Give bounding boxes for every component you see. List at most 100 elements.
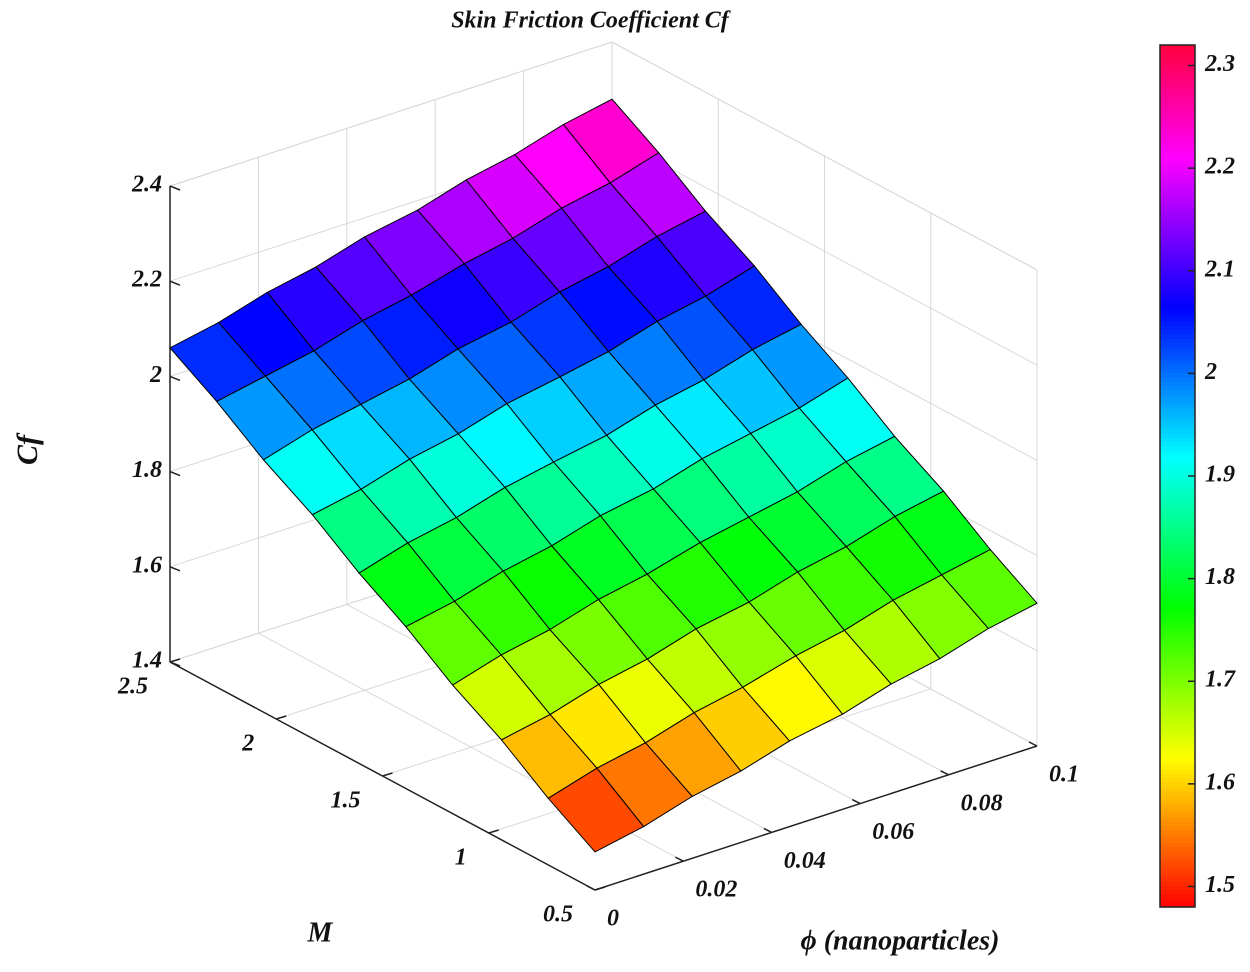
colorbar-segment: [1160, 855, 1195, 861]
colorbar-segment: [1160, 846, 1195, 852]
x-axis-label: ϕ (nanoparticles): [801, 925, 1000, 956]
colorbar-segment: [1160, 187, 1195, 193]
colorbar-tick-label: 1.8: [1205, 564, 1235, 590]
colorbar-segment: [1160, 687, 1195, 693]
colorbar-segment: [1160, 169, 1195, 175]
colorbar-segment: [1160, 648, 1195, 654]
colorbar-segment: [1160, 592, 1195, 598]
colorbar-segment: [1160, 217, 1195, 223]
colorbar-segment: [1160, 820, 1195, 826]
colorbar-segment: [1160, 575, 1195, 581]
colorbar-segment: [1160, 273, 1195, 279]
colorbar-segment: [1160, 790, 1195, 796]
colorbar-segment: [1160, 394, 1195, 400]
colorbar-segment: [1160, 251, 1195, 257]
colorbar-segment: [1160, 769, 1195, 774]
colorbar-segment: [1160, 376, 1195, 382]
colorbar-segment: [1160, 622, 1195, 628]
colorbar-segment: [1160, 131, 1195, 137]
colorbar-segment: [1160, 626, 1195, 632]
colorbar-segment: [1160, 544, 1195, 550]
colorbar-segment: [1160, 605, 1195, 611]
colorbar-segment: [1160, 53, 1195, 59]
x-tick: [1028, 741, 1038, 747]
box-edge: [611, 41, 1038, 271]
colorbar-segment: [1160, 49, 1195, 55]
colorbar-segment: [1160, 234, 1195, 240]
colorbar-segment: [1160, 368, 1195, 374]
z-tick: [169, 470, 181, 477]
colorbar-segment: [1160, 463, 1195, 468]
colorbar-segment: [1160, 372, 1195, 378]
colorbar-segment: [1160, 743, 1195, 749]
z-tick: [169, 280, 181, 286]
colorbar-segment: [1160, 200, 1195, 206]
colorbar-segment: [1160, 411, 1195, 417]
colorbar-segment: [1160, 62, 1195, 68]
colorbar-segment: [1160, 450, 1195, 456]
colorbar-segment: [1160, 786, 1195, 792]
colorbar-segment: [1160, 506, 1195, 512]
colorbar-segment: [1160, 876, 1195, 882]
colorbar-segment: [1160, 195, 1195, 201]
colorbar-tick-label: 1.5: [1205, 872, 1235, 898]
colorbar-segment: [1160, 385, 1195, 391]
y-tick-label: 2: [241, 731, 254, 757]
colorbar-segment: [1160, 208, 1195, 214]
colorbar-segment: [1160, 282, 1195, 287]
colorbar-segment: [1160, 669, 1195, 675]
colorbar-segment: [1160, 631, 1195, 637]
colorbar-segment: [1160, 661, 1195, 667]
colorbar-segment: [1160, 519, 1195, 525]
colorbar-tick-label: 2.1: [1204, 256, 1235, 282]
colorbar-tick-label: 1.6: [1205, 769, 1235, 795]
colorbar-segment: [1160, 838, 1195, 843]
colorbar-segment: [1160, 700, 1195, 706]
colorbar-segment: [1160, 738, 1195, 744]
colorbar-segment: [1160, 351, 1195, 356]
y-tick-label: 1.5: [331, 788, 361, 814]
colorbar-segment: [1160, 747, 1195, 753]
colorbar-segment: [1160, 579, 1195, 585]
colorbar-segment: [1160, 756, 1195, 762]
z-tick-label: 1.8: [132, 457, 162, 483]
colorbar-segment: [1160, 57, 1195, 63]
x-tick: [763, 827, 773, 834]
colorbar-segment: [1160, 898, 1195, 904]
colorbar-segment: [1160, 881, 1195, 887]
colorbar-segment: [1160, 657, 1195, 662]
colorbar-segment: [1160, 704, 1195, 710]
colorbar-segment: [1160, 88, 1195, 94]
x-tick: [851, 798, 861, 805]
colorbar-segment: [1160, 816, 1195, 822]
colorbar-segment: [1160, 139, 1195, 145]
colorbar-segment: [1160, 588, 1195, 593]
colorbar-segment: [1160, 105, 1195, 111]
colorbar-segment: [1160, 303, 1195, 309]
colorbar-segment: [1160, 113, 1195, 119]
colorbar-segment: [1160, 695, 1195, 701]
colorbar-segment: [1160, 501, 1195, 507]
colorbar-segment: [1160, 480, 1195, 486]
colorbar-segment: [1160, 126, 1195, 132]
colorbar-tick-label: 1.9: [1205, 462, 1235, 488]
colorbar-segment: [1160, 868, 1195, 874]
x-tick: [586, 885, 596, 891]
surface-cell: [547, 767, 645, 853]
colorbar-segment: [1160, 850, 1195, 856]
colorbar-tick-label: 1.7: [1205, 667, 1236, 693]
colorbar-segment: [1160, 45, 1195, 50]
colorbar-segment: [1160, 415, 1195, 421]
colorbar-segment: [1160, 165, 1195, 171]
x-tick-label: 0.1: [1049, 762, 1079, 788]
z-axis-label: Cf: [11, 432, 44, 465]
colorbar-segment: [1160, 721, 1195, 727]
colorbar-segment: [1160, 135, 1195, 141]
colorbar-segment: [1160, 639, 1195, 645]
z-tick-label: 2.4: [131, 172, 162, 198]
colorbar-segment: [1160, 536, 1195, 542]
colorbar-segment: [1160, 717, 1195, 723]
x-tick-label: 0: [607, 906, 619, 932]
x-tick-label: 0.06: [872, 819, 914, 845]
